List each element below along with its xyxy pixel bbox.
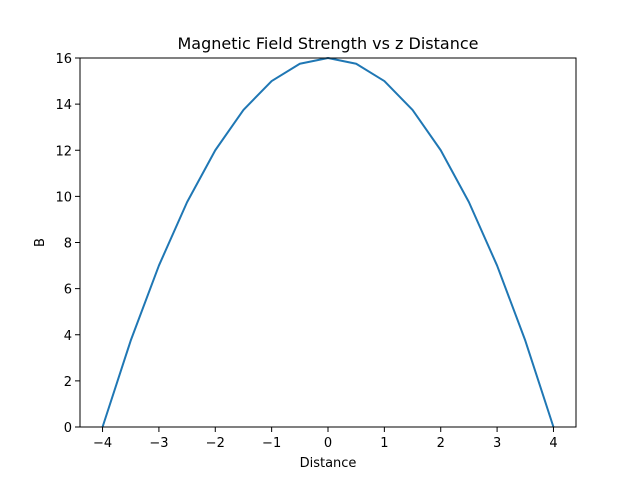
axes-frame bbox=[79, 57, 577, 428]
y-tick-label: 0 bbox=[64, 421, 72, 436]
x-axis-label: Distance bbox=[300, 456, 357, 471]
plot-area bbox=[101, 57, 555, 428]
x-tick-label: 2 bbox=[437, 436, 445, 451]
y-tick-label: 2 bbox=[64, 375, 72, 390]
x-axis: −4 −3 −2 −1 0 1 2 3 4 bbox=[93, 427, 558, 451]
x-tick-label: 4 bbox=[549, 436, 557, 451]
y-tick-label: 6 bbox=[64, 283, 72, 298]
y-tick-label: 14 bbox=[55, 98, 72, 113]
x-tick-label: 1 bbox=[380, 436, 388, 451]
x-tick-label: −2 bbox=[206, 436, 225, 451]
y-tick-label: 12 bbox=[55, 144, 72, 159]
y-tick-label: 16 bbox=[55, 52, 72, 67]
y-tick-label: 4 bbox=[64, 329, 72, 344]
x-tick-label: −3 bbox=[149, 436, 168, 451]
chart-title: Magnetic Field Strength vs z Distance bbox=[178, 34, 479, 53]
x-tick-label: 0 bbox=[324, 436, 332, 451]
y-tick-label: 8 bbox=[64, 237, 72, 252]
x-tick-label: 3 bbox=[493, 436, 501, 451]
series-line bbox=[101, 57, 555, 428]
x-tick-label: −1 bbox=[262, 436, 281, 451]
x-tick-label: −4 bbox=[93, 436, 112, 451]
y-tick-label: 10 bbox=[55, 190, 72, 205]
y-axis-label: B bbox=[33, 238, 48, 247]
y-axis: 0 2 4 6 8 10 12 14 16 bbox=[55, 52, 80, 436]
